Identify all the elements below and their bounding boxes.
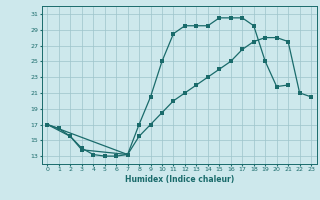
- X-axis label: Humidex (Indice chaleur): Humidex (Indice chaleur): [124, 175, 234, 184]
